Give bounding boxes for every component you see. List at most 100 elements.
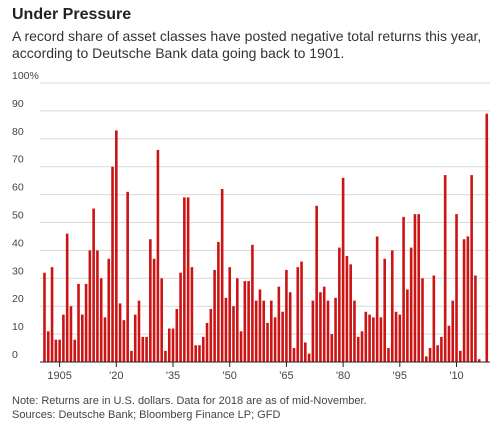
bar-1965 <box>285 269 288 362</box>
bar-2015 <box>474 275 477 362</box>
bar-1917 <box>103 317 107 362</box>
bar-2004 <box>432 275 436 362</box>
bars <box>43 113 489 362</box>
bar-1974 <box>319 292 322 362</box>
bar-1901 <box>43 272 46 362</box>
bar-2011 <box>459 350 462 362</box>
bar-1913 <box>88 250 92 362</box>
bar-1998 <box>409 247 413 362</box>
bar-1986 <box>364 311 368 362</box>
bar-1982 <box>349 264 352 362</box>
bar-1991 <box>383 258 386 362</box>
bar-1950 <box>228 267 232 362</box>
bar-2002 <box>424 356 428 362</box>
bar-1953 <box>239 331 243 362</box>
bar-1919 <box>111 166 114 362</box>
bar-1908 <box>69 306 73 362</box>
chart-subtitle: A record share of asset classes have pos… <box>12 28 482 61</box>
y-tick-label: 20 <box>12 293 24 305</box>
x-tick-label: '95 <box>393 370 407 382</box>
bar-1984 <box>356 336 360 362</box>
note-text: Note: Returns are in U.S. dollars. Data … <box>12 395 367 407</box>
bar-2009 <box>451 300 455 362</box>
bar-1921 <box>118 303 122 362</box>
bar-2016 <box>477 359 481 362</box>
bar-1970 <box>304 342 307 362</box>
y-tick-label: 70 <box>12 154 24 166</box>
bar-2014 <box>470 175 473 362</box>
bar-1990 <box>379 317 383 362</box>
bar-1930 <box>152 258 156 362</box>
bar-1947 <box>217 242 220 362</box>
x-tick-label: '65 <box>279 370 293 382</box>
bar-1981 <box>345 255 349 362</box>
bar-1978 <box>334 297 337 362</box>
bar-2003 <box>428 348 432 362</box>
y-tick-label: 0 <box>12 349 18 361</box>
bar-1997 <box>406 289 409 362</box>
bar-1926 <box>137 300 141 362</box>
bar-1966 <box>288 292 292 362</box>
bar-1941 <box>194 345 197 362</box>
bar-1961 <box>270 300 273 362</box>
bar-1902 <box>46 331 50 362</box>
bar-1964 <box>281 311 284 362</box>
bar-1962 <box>273 317 277 362</box>
bar-1996 <box>402 216 405 362</box>
bar-1914 <box>92 208 95 362</box>
bar-2000 <box>417 214 421 362</box>
bar-1907 <box>65 233 69 362</box>
y-tick-label: 60 <box>12 182 24 194</box>
bar-1983 <box>353 300 356 362</box>
bar-1933 <box>164 350 167 362</box>
bar-1942 <box>198 345 201 362</box>
y-tick-label: 30 <box>12 265 24 277</box>
y-tick-label: 10 <box>12 321 24 333</box>
bar-2005 <box>436 345 439 362</box>
bar-1936 <box>175 308 179 362</box>
bar-1939 <box>186 197 190 362</box>
bar-1993 <box>390 250 394 362</box>
bar-1956 <box>251 244 254 362</box>
bar-1988 <box>372 317 375 362</box>
bar-1972 <box>311 300 315 362</box>
y-tick-label: 40 <box>12 237 24 249</box>
y-tick-label: 50 <box>12 210 24 222</box>
chart-title: Under Pressure <box>12 6 132 23</box>
x-tick-label: '20 <box>109 370 123 382</box>
bar-2010 <box>455 214 458 362</box>
bar-1918 <box>107 258 111 362</box>
bar-1967 <box>292 348 296 362</box>
bar-1971 <box>307 353 311 362</box>
bar-1975 <box>322 286 326 362</box>
bar-1937 <box>179 272 182 362</box>
chart-footnote: Note: Returns are in U.S. dollars. Data … <box>12 394 367 422</box>
bar-1980 <box>341 177 345 362</box>
bar-1973 <box>315 205 318 362</box>
y-tick-label: 100% <box>12 70 39 82</box>
bar-1946 <box>213 269 216 362</box>
bar-1992 <box>387 348 390 362</box>
bar-1910 <box>77 283 80 362</box>
bar-1905 <box>58 339 61 362</box>
bar-1994 <box>394 311 398 362</box>
bar-1944 <box>205 322 209 362</box>
bar-1943 <box>201 336 205 362</box>
bar-1932 <box>160 278 163 362</box>
bar-1903 <box>50 267 54 362</box>
bar-1909 <box>73 339 77 362</box>
bar-1911 <box>81 314 84 362</box>
bar-1979 <box>338 247 341 362</box>
y-tick-label: 80 <box>12 126 24 138</box>
bar-2018 <box>485 113 489 362</box>
bar-1904 <box>54 339 58 362</box>
bar-1931 <box>156 149 160 362</box>
bar-1969 <box>300 261 303 362</box>
bar-1968 <box>296 267 300 362</box>
bar-1929 <box>149 239 152 362</box>
bar-1977 <box>330 334 334 362</box>
bar-1928 <box>145 336 148 362</box>
bar-1922 <box>122 320 126 362</box>
bar-1912 <box>84 283 88 362</box>
